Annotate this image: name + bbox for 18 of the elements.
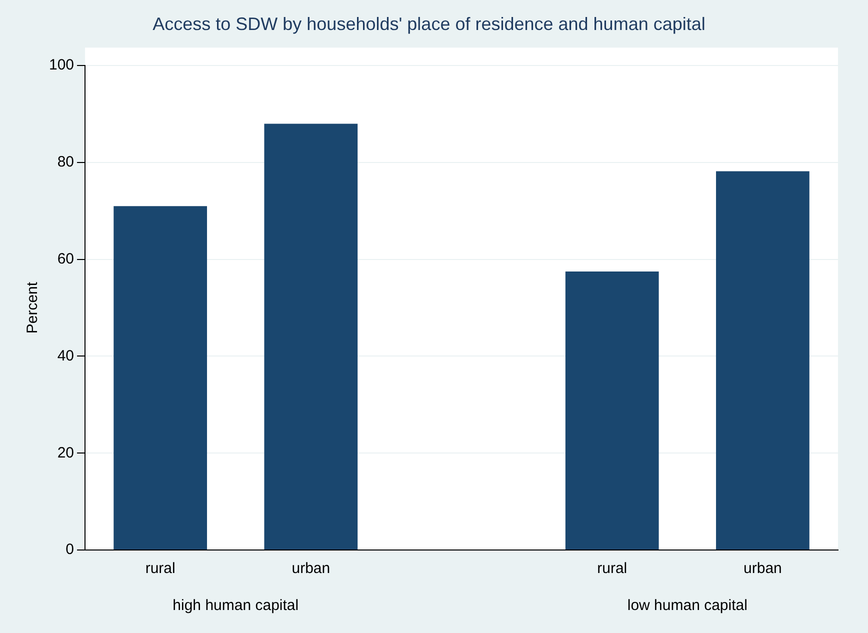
bar — [565, 271, 659, 550]
x-tick-label: urban — [292, 560, 330, 578]
x-tick-label: rural — [145, 560, 176, 578]
y-tick-label: 60 — [57, 250, 74, 268]
y-tick-label: 40 — [57, 347, 74, 364]
bar — [264, 124, 358, 550]
chart-title: Access to SDW by households' place of residence and human capital — [152, 14, 706, 34]
y-axis-title: Percent — [24, 281, 42, 334]
y-tick-label: 20 — [57, 444, 74, 462]
y-tick-label: 100 — [48, 56, 74, 74]
bar — [114, 206, 208, 550]
text: low human capital — [627, 597, 748, 614]
x-tick-label: rural — [597, 560, 628, 578]
y-tick-label: 80 — [57, 154, 74, 171]
text: high human capital — [172, 597, 299, 614]
x-tick-label: urban — [744, 560, 782, 578]
bar — [716, 171, 810, 550]
y-tick-label: 0 — [66, 541, 74, 558]
